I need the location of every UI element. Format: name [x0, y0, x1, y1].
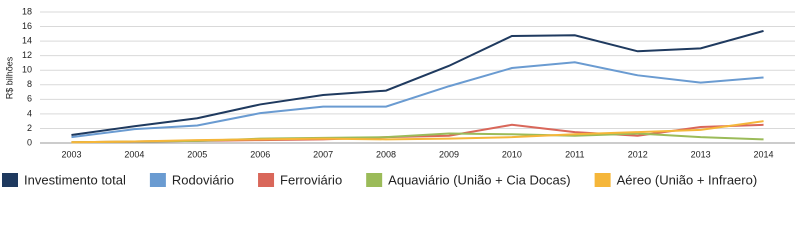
chart: R$ bilhões 0 2 4 6 8 10 12 14 16 18 2003 2004 2005 20…: [2, 6, 795, 187]
y-tick-label: 4: [27, 108, 32, 118]
x-tick-label: 2008: [376, 149, 396, 159]
y-tick-label: 10: [22, 65, 32, 75]
x-tick-label: 2006: [250, 149, 270, 159]
legend-label: Investimento total: [24, 172, 126, 187]
x-tick-label: 2007: [313, 149, 333, 159]
y-tick-label: 2: [27, 123, 32, 133]
y-tick-label: 16: [22, 21, 32, 31]
x-tick-label: 2005: [187, 149, 207, 159]
series-line: [71, 29, 764, 136]
y-tick-label: 8: [27, 79, 32, 89]
legend-label: Ferroviário: [280, 172, 342, 187]
legend-label: Aéreo (União + Infraero): [617, 172, 758, 187]
x-tick-label: 2004: [124, 149, 144, 159]
x-tick-label: 2013: [691, 149, 711, 159]
y-axis-title: R$ bilhões: [4, 56, 14, 99]
legend-swatch: [594, 173, 611, 187]
legend-swatch: [149, 173, 166, 187]
legend-label: Aquaviário (União + Cia Docas): [388, 172, 570, 187]
legend-swatch: [366, 173, 383, 187]
x-tick-label: 2014: [754, 149, 774, 159]
series-line: [71, 61, 764, 139]
series-line: [71, 120, 764, 144]
legend-label: Rodoviário: [172, 172, 234, 187]
x-tick-label: 2003: [61, 149, 81, 159]
y-tick-label: 18: [22, 6, 32, 16]
y-tick-label: 12: [22, 50, 32, 60]
legend-swatch: [258, 173, 275, 187]
x-tick-label: 2010: [502, 149, 522, 159]
y-tick-label: 6: [27, 94, 32, 104]
legend-swatch: [2, 173, 18, 187]
y-tick-label: 14: [22, 35, 32, 45]
y-tick-label: 0: [27, 137, 32, 147]
x-tick-label: 2009: [439, 149, 459, 159]
x-tick-label: 2011: [565, 149, 584, 159]
x-tick-label: 2012: [628, 149, 648, 159]
